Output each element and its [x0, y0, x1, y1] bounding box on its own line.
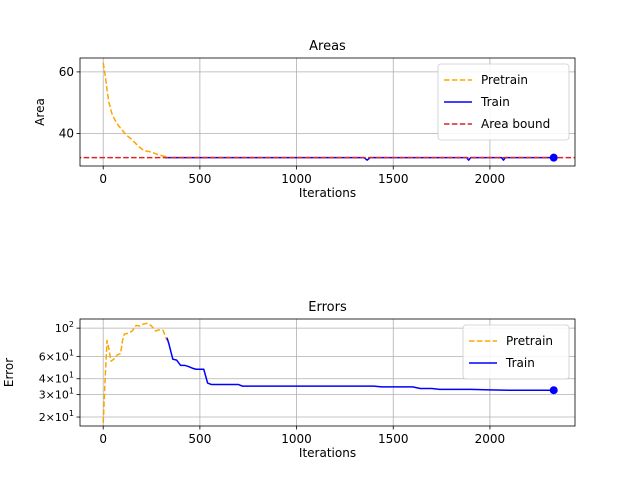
y-tick-label: 2×101 [39, 409, 74, 424]
legend-box [437, 63, 570, 141]
y-tick-label: 3×101 [39, 387, 74, 402]
plot-area [80, 62, 575, 161]
axes-frame [79, 57, 576, 167]
legend-box [462, 324, 570, 380]
series-train-end-marker [549, 153, 558, 162]
x-tick-label: 500 [188, 172, 211, 186]
legend-label: Pretrain [506, 334, 553, 348]
legend: Pretrain Train Area bound [437, 63, 570, 141]
legend-label: Train [505, 356, 535, 370]
series-train-line [165, 156, 554, 161]
plot-area [102, 322, 554, 423]
y-axis-label: Area [33, 98, 47, 126]
series-pretrain-line [102, 322, 168, 423]
chart-panel-1: 0 500 1000 1500 2000 40 60 Areas Iterations Area P… [33, 39, 576, 200]
legend: Pretrain Train [462, 324, 570, 380]
x-tick-label: 1500 [378, 172, 409, 186]
series-train-line [166, 337, 554, 391]
x-tick-label: 500 [188, 432, 211, 446]
y-tick-label: 60 [59, 65, 74, 79]
y-tick-label: 102 [55, 320, 74, 335]
chart-title: Areas [309, 39, 346, 54]
legend-label: Train [480, 95, 510, 109]
legend-label: Pretrain [481, 73, 528, 87]
axes-frame [79, 318, 576, 427]
x-tick-label: 1500 [378, 432, 409, 446]
x-axis-label: Iterations [299, 186, 356, 200]
y-axis-label: Error [2, 358, 16, 387]
x-tick-label: 1000 [281, 432, 312, 446]
x-tick-label: 0 [99, 172, 107, 186]
x-tick-label: 1000 [281, 172, 312, 186]
chart-title: Errors [308, 300, 347, 315]
y-tick-label: 6×101 [39, 348, 74, 363]
series-pretrain-line [102, 62, 168, 158]
x-tick-label: 2000 [475, 172, 506, 186]
y-tick-label: 4×101 [39, 371, 74, 386]
x-tick-label: 0 [99, 432, 107, 446]
series-train-end-marker [549, 386, 558, 395]
x-axis-label: Iterations [299, 446, 356, 460]
x-tick-label: 2000 [475, 432, 506, 446]
y-tick-label: 40 [59, 127, 74, 141]
legend-label: Area bound [481, 117, 550, 131]
